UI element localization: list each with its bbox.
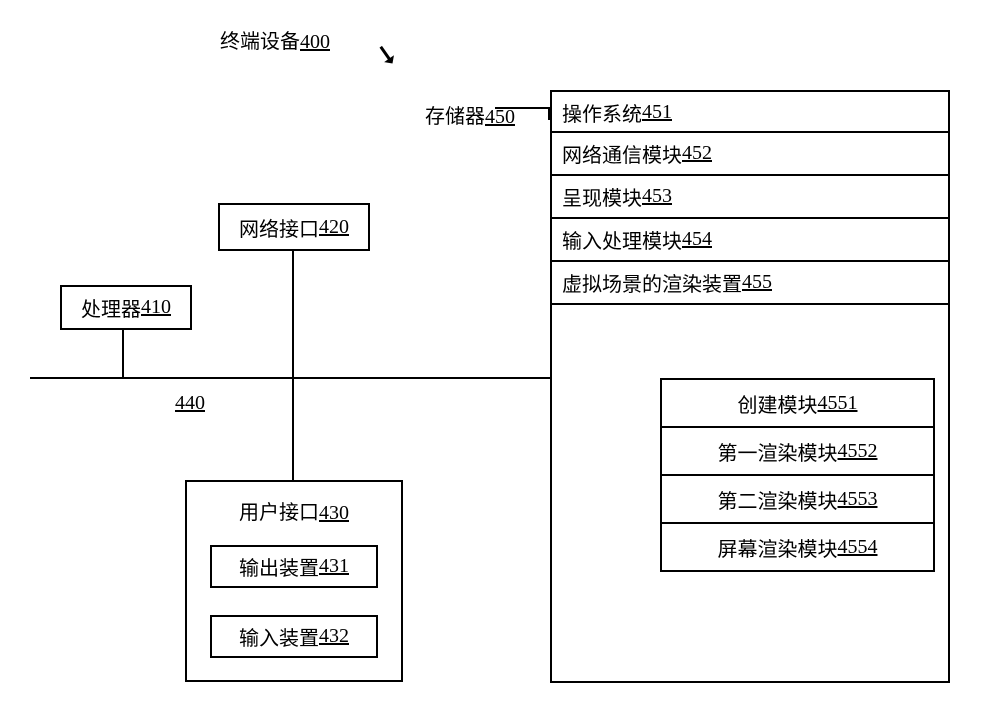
title-number: 400 [300,31,330,53]
memory-row: 虚拟场景的渲染装置455 [550,260,950,305]
memory-455-module: 创建模块4551 [660,378,935,428]
memory-row-number: 451 [642,101,672,124]
module-455-text: 第一渲染模块 [718,437,838,466]
memory-label-number: 450 [485,106,515,128]
module-455-text: 屏幕渲染模块 [718,533,838,562]
module-455-number: 4551 [818,392,858,415]
memory-row-text: 操作系统 [562,98,642,127]
memory-label: 存储器450 [425,100,515,129]
module-455-number: 4554 [838,536,878,559]
memory-row-number: 454 [682,228,712,251]
network-interface-text: 网络接口 [239,213,319,242]
output-device-text: 输出装置 [239,552,319,581]
user-interface-text: 用户接口 [239,502,319,524]
module-455-text: 创建模块 [738,389,818,418]
memory-row: 呈现模块453 [550,174,950,219]
output-device-number: 431 [319,555,349,578]
memory-row: 网络通信模块452 [550,131,950,176]
input-device-box: 输入装置432 [210,615,378,658]
diagram-canvas: 终端设备400 ➞ 存储器450 440 处理器410 网络接口420 用户接口… [0,0,1000,722]
memory-row-text: 网络通信模块 [562,139,682,168]
memory-row-text: 输入处理模块 [562,225,682,254]
user-interface-number: 430 [319,502,349,524]
memory-row-number: 452 [682,142,712,165]
memory-455-module: 屏幕渲染模块4554 [660,522,935,572]
module-455-text: 第二渲染模块 [718,485,838,514]
memory-row-number: 455 [742,271,772,294]
bus-number: 440 [175,392,205,414]
memory-row-text: 虚拟场景的渲染装置 [562,268,742,297]
network-interface-number: 420 [319,216,349,239]
title-text: 终端设备 [220,31,300,53]
title-arrow-icon: ➞ [366,36,407,75]
input-device-text: 输入装置 [239,622,319,651]
input-device-number: 432 [319,625,349,648]
bus-label: 440 [175,392,205,415]
processor-text: 处理器 [81,293,141,322]
memory-455-module: 第一渲染模块4552 [660,426,935,476]
memory-row: 操作系统451 [550,90,950,135]
memory-row-text: 呈现模块 [562,182,642,211]
memory-row: 输入处理模块454 [550,217,950,262]
memory-455-module: 第二渲染模块4553 [660,474,935,524]
module-455-number: 4553 [838,488,878,511]
memory-row-number: 453 [642,185,672,208]
output-device-box: 输出装置431 [210,545,378,588]
diagram-title: 终端设备400 [220,25,330,54]
memory-label-text: 存储器 [425,106,485,128]
processor-number: 410 [141,296,171,319]
processor-box: 处理器410 [60,285,192,330]
module-455-number: 4552 [838,440,878,463]
user-interface-title: 用户接口430 [187,496,401,525]
network-interface-box: 网络接口420 [218,203,370,251]
